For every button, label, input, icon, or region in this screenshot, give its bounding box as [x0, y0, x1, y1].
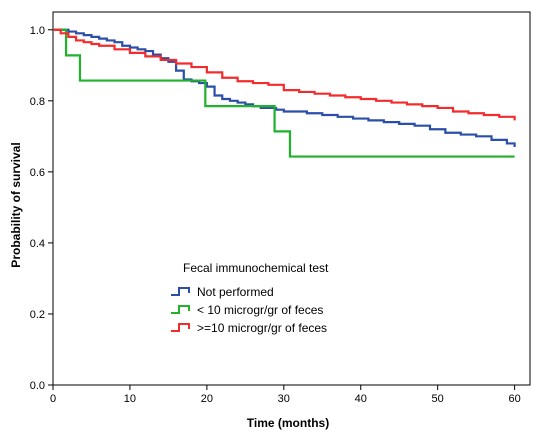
y-tick-label: 0.4	[30, 238, 45, 250]
x-axis-label: Time (months)	[247, 416, 329, 430]
legend: Fecal immunochemical test Not performed <…	[171, 261, 329, 335]
x-tick-label: 60	[508, 393, 520, 405]
y-tick-label: 0.0	[30, 380, 45, 392]
x-tick-label: 10	[124, 393, 136, 405]
legend-label-3: >=10 microgr/gr of feces	[197, 321, 327, 335]
plot-frame	[52, 11, 531, 386]
x-tick-label: 0	[50, 393, 56, 405]
y-axis: 0.0 0.2 0.4 0.6 0.8 1.0	[30, 25, 53, 392]
series-layer	[53, 28, 516, 158]
legend-label-1: Not performed	[197, 285, 274, 299]
series-line-1	[53, 28, 516, 147]
y-tick-label: 0.2	[30, 309, 45, 321]
legend-swatch-2	[171, 305, 190, 314]
x-axis: 0 10 20 30 40 50 60	[50, 385, 521, 405]
x-tick-label: 40	[355, 393, 367, 405]
x-tick-label: 20	[201, 393, 213, 405]
y-tick-label: 1.0	[30, 25, 45, 37]
x-tick-label: 30	[278, 393, 290, 405]
legend-swatch-3	[171, 323, 190, 332]
legend-title: Fecal immunochemical test	[183, 261, 329, 275]
series-line-2	[53, 28, 515, 158]
y-tick-label: 0.6	[30, 167, 45, 179]
legend-swatch-1	[171, 287, 190, 296]
series-line-3	[53, 28, 516, 121]
legend-label-2: < 10 microgr/gr of feces	[197, 303, 323, 317]
y-axis-label: Probability of survival	[9, 142, 23, 267]
plot-area	[52, 11, 531, 386]
x-tick-label: 50	[432, 393, 444, 405]
y-tick-label: 0.8	[30, 96, 45, 108]
